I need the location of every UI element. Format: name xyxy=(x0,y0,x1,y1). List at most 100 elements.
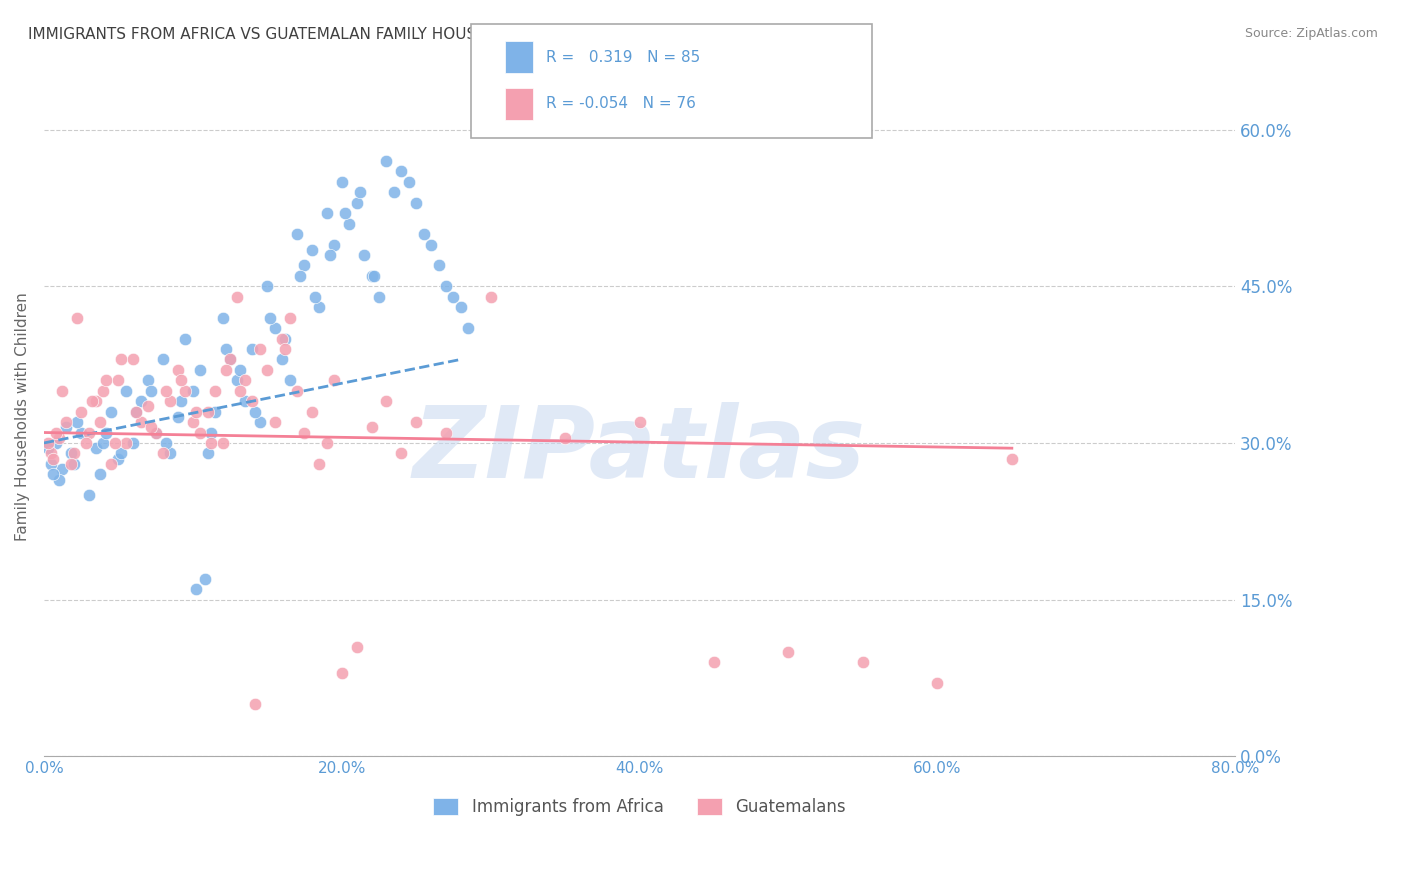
Point xyxy=(100,457,122,471)
Point xyxy=(41,446,63,460)
Point xyxy=(145,425,167,440)
Point xyxy=(129,394,152,409)
Point xyxy=(100,404,122,418)
Point xyxy=(110,446,132,460)
Point xyxy=(211,436,233,450)
Point xyxy=(360,268,382,283)
Point xyxy=(285,384,308,398)
Point xyxy=(349,186,371,200)
Point xyxy=(389,446,412,460)
Point xyxy=(184,404,207,418)
Point xyxy=(155,384,177,398)
Point xyxy=(263,415,285,429)
Point xyxy=(219,352,242,367)
Point xyxy=(249,342,271,356)
Text: IMMIGRANTS FROM AFRICA VS GUATEMALAN FAMILY HOUSEHOLDS WITH CHILDREN CORRELATION: IMMIGRANTS FROM AFRICA VS GUATEMALAN FAM… xyxy=(28,27,838,42)
Point xyxy=(240,342,263,356)
Point xyxy=(107,373,129,387)
Point xyxy=(405,415,427,429)
Point xyxy=(249,415,271,429)
Point xyxy=(229,384,252,398)
Point xyxy=(125,404,148,418)
Point xyxy=(457,321,479,335)
Point xyxy=(197,446,219,460)
Point xyxy=(389,164,412,178)
Point xyxy=(55,420,77,434)
Point xyxy=(278,373,301,387)
Point xyxy=(145,425,167,440)
Point xyxy=(89,467,111,482)
Point xyxy=(197,404,219,418)
Text: Source: ZipAtlas.com: Source: ZipAtlas.com xyxy=(1244,27,1378,40)
Point xyxy=(382,186,405,200)
Point xyxy=(122,352,145,367)
Point xyxy=(204,384,226,398)
Point xyxy=(271,332,294,346)
Point xyxy=(107,451,129,466)
Point xyxy=(51,462,73,476)
Point xyxy=(353,248,375,262)
Point xyxy=(42,467,65,482)
Point xyxy=(155,436,177,450)
Point xyxy=(240,394,263,409)
Y-axis label: Family Households with Children: Family Households with Children xyxy=(15,293,30,541)
Point xyxy=(122,436,145,450)
Point xyxy=(89,415,111,429)
Point xyxy=(219,352,242,367)
Point xyxy=(703,655,725,669)
Point xyxy=(427,259,450,273)
Point xyxy=(274,342,297,356)
Point xyxy=(110,352,132,367)
Point xyxy=(181,384,204,398)
Point xyxy=(308,457,330,471)
Point xyxy=(315,436,337,450)
Point xyxy=(226,290,249,304)
Point xyxy=(104,436,127,450)
Point xyxy=(259,310,281,325)
Point xyxy=(70,425,93,440)
Point xyxy=(278,310,301,325)
Point xyxy=(48,431,70,445)
Point xyxy=(37,436,59,450)
Point xyxy=(628,415,651,429)
Point xyxy=(337,217,360,231)
Point xyxy=(204,404,226,418)
Point xyxy=(174,332,197,346)
Point xyxy=(271,352,294,367)
Point xyxy=(441,290,464,304)
Point xyxy=(294,425,316,440)
Point xyxy=(59,446,82,460)
Point xyxy=(45,425,67,440)
Point xyxy=(398,175,420,189)
Point xyxy=(114,384,136,398)
Point xyxy=(37,441,59,455)
Point xyxy=(256,363,278,377)
Point xyxy=(75,436,97,450)
Point xyxy=(233,394,256,409)
Point xyxy=(55,415,77,429)
Point xyxy=(152,446,174,460)
Point xyxy=(93,436,115,450)
Text: R = -0.054   N = 76: R = -0.054 N = 76 xyxy=(546,96,696,112)
Legend: Immigrants from Africa, Guatemalans: Immigrants from Africa, Guatemalans xyxy=(426,791,852,822)
Point xyxy=(346,195,368,210)
Point xyxy=(194,572,217,586)
Point xyxy=(200,425,222,440)
Point xyxy=(45,436,67,450)
Point xyxy=(375,394,398,409)
Point xyxy=(214,342,236,356)
Text: ZIPatlas: ZIPatlas xyxy=(413,402,866,500)
Point xyxy=(274,332,297,346)
Point xyxy=(420,237,443,252)
Point xyxy=(927,676,949,690)
Point xyxy=(136,373,159,387)
Point xyxy=(77,488,100,502)
Point xyxy=(96,425,118,440)
Point xyxy=(288,268,311,283)
Point xyxy=(184,582,207,597)
Point xyxy=(368,290,391,304)
Point xyxy=(405,195,427,210)
Point xyxy=(301,404,323,418)
Point xyxy=(96,373,118,387)
Point xyxy=(48,473,70,487)
